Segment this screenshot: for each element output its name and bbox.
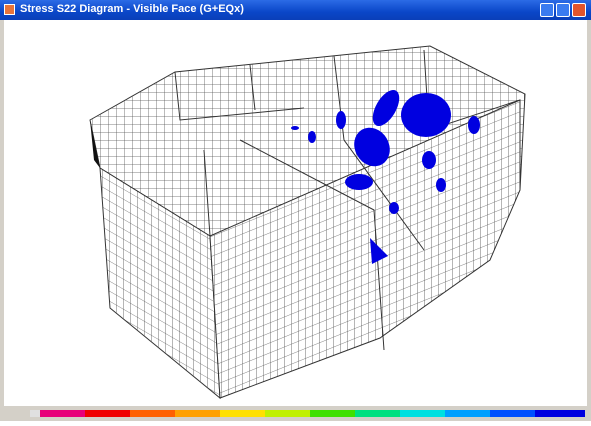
window-icon <box>4 4 15 15</box>
model-view[interactable] <box>4 20 587 406</box>
maximize-button[interactable] <box>556 3 570 17</box>
title-bar: Stress S22 Diagram - Visible Face (G+EQx… <box>0 0 591 20</box>
close-button[interactable] <box>572 3 586 17</box>
color-scale <box>0 406 591 421</box>
minimize-button[interactable] <box>540 3 554 17</box>
stress-contours <box>291 89 480 264</box>
color-legend <box>0 406 591 421</box>
mesh-drawing <box>89 45 526 400</box>
window-title: Stress S22 Diagram - Visible Face (G+EQx… <box>20 3 244 15</box>
building-mesh <box>89 45 526 400</box>
